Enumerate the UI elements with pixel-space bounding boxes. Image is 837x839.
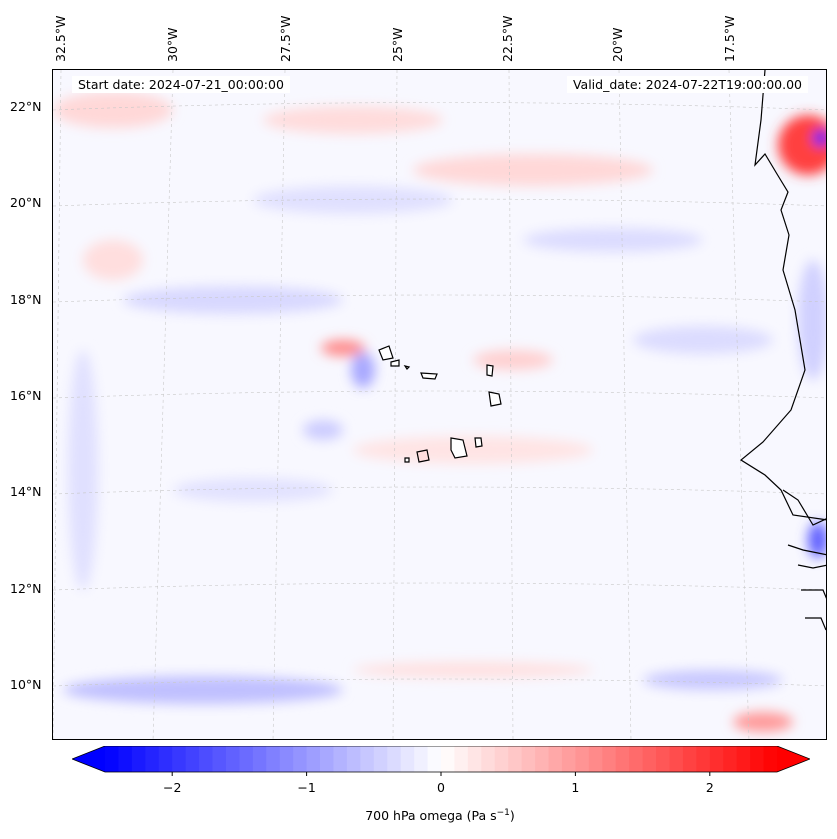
colorbar-tick-label: −1 [297,780,316,795]
omega-field [53,92,826,732]
gridlines [53,70,826,739]
lon-label: 25°W [390,27,405,62]
colorbar-ticks [171,772,711,776]
lon-label: 17.5°W [722,15,737,62]
colorbar-cell [225,746,240,772]
lon-label: 30°W [165,27,180,62]
colorbar-cell [306,746,321,772]
lat-label: 14°N [10,484,42,499]
valid-date-label: Valid_date: 2024-07-22T19:00:00.00 [566,76,808,93]
colorbar-cell [548,746,563,772]
colorbar-cell [320,746,334,772]
colorbar-tick-label: 2 [705,780,714,795]
coastline [739,70,826,631]
colorbar-tick-label: 0 [437,780,445,795]
colorbar-tick-label: −2 [162,780,182,795]
colorbar-cell [481,746,496,772]
colorbar-cell [656,746,670,772]
colorbar-cell [158,746,173,772]
colorbar-cell [669,746,684,772]
colorbar-cell [172,746,187,772]
colorbar-cell [736,746,751,772]
lon-label: 20°W [610,27,625,62]
colorbar-cell [467,746,482,772]
colorbar-extend-high [777,746,810,772]
colorbar-cell [118,746,133,772]
colorbar-cell [131,746,146,772]
colorbar-cell [575,746,590,772]
lat-label: 20°N [10,195,42,210]
cape-verde-islands [378,345,502,463]
colorbar-cell [696,746,711,772]
colorbar-cell [629,746,644,772]
colorbar-cell [387,746,402,772]
colorbar-label-text: 700 hPa omega (Pa s [365,808,497,824]
colorbar-cell [373,746,388,772]
colorbar-cell [105,746,119,772]
colorbar-cell [360,746,375,772]
colorbar-label-exponent: −1 [496,808,510,818]
colorbar-cell [588,746,603,772]
colorbar-cell [185,746,200,772]
colorbar-cell [441,746,455,772]
colorbar-cell [279,746,294,772]
colorbar-cell [145,746,160,772]
colorbar-label-close: ) [509,808,515,824]
colorbar-cell [750,746,765,772]
colorbar-cell [723,746,738,772]
colorbar-cell [521,746,536,772]
colorbar-cell [199,746,214,772]
colorbar-cell [400,746,415,772]
map-canvas [53,70,826,739]
start-date-label: Start date: 2024-07-21_00:00:00 [72,76,290,93]
colorbar-cell [266,746,281,772]
lat-label: 12°N [10,581,42,596]
colorbar-cell [414,746,429,772]
colorbar-cell [454,746,469,772]
colorbar-cells [105,746,778,772]
colorbar-cell [709,746,724,772]
colorbar-cell [239,746,254,772]
colorbar-cell [293,746,308,772]
colorbar-cell [561,746,576,772]
colorbar-extend-low [72,746,105,772]
colorbar-cell [763,746,778,772]
colorbar-cell [427,746,442,772]
colorbar-cell [602,746,617,772]
lat-label: 22°N [10,99,42,114]
colorbar-cell [333,746,348,772]
colorbar-cell [212,746,227,772]
colorbar-cell [535,746,550,772]
omega-map [52,69,827,740]
colorbar-cell [508,746,523,772]
colorbar-cell [252,746,267,772]
colorbar-cell [615,746,630,772]
lon-label: 27.5°W [278,15,293,62]
lon-label: 22.5°W [500,15,515,62]
colorbar-cell [682,746,697,772]
colorbar-cell [642,746,657,772]
colorbar-cell [494,746,509,772]
lat-label: 10°N [10,677,42,692]
lat-label: 18°N [10,292,42,307]
colorbar [72,746,810,776]
lat-label: 16°N [10,388,42,403]
colorbar-cell [346,746,361,772]
lon-label: 32.5°W [53,15,68,62]
colorbar-tick-label: 1 [571,780,580,795]
colorbar-label: 700 hPa omega (Pa s−1) [365,808,515,823]
colorbar-outline [72,746,810,773]
